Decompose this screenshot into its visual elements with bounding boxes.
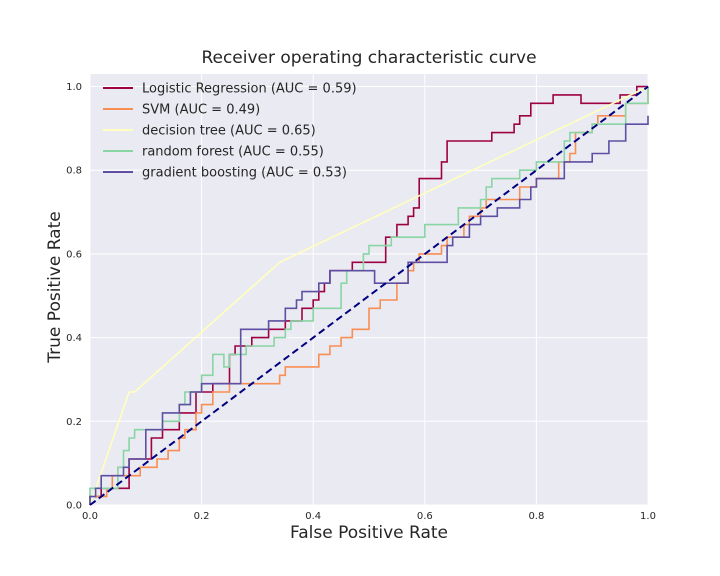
x-tick-label: 0.0 [82, 511, 98, 522]
decision-tree-line [89, 85, 649, 506]
legend: Logistic Regression (AUC = 0.59) SVM (AUC… [103, 82, 357, 181]
diagonal-reference-line [89, 85, 649, 506]
tick-labels: 0.0 0.2 0.4 0.6 0.8 1.0 0.0 0.2 0.4 0.6 0.8 1.0 [66, 82, 656, 522]
grid-lines [89, 74, 649, 506]
y-tick-label: 0.8 [66, 166, 82, 177]
legend-label: gradient boosting (AUC = 0.53) [142, 166, 347, 181]
y-axis-label: True Positive Rate [45, 211, 65, 363]
legend-label: Logistic Regression (AUC = 0.59) [142, 82, 357, 97]
x-axis-label: False Positive Rate [290, 523, 448, 543]
y-tick-label: 0.4 [66, 333, 82, 344]
x-tick-label: 1.0 [640, 511, 656, 522]
legend-label: decision tree (AUC = 0.65) [142, 124, 316, 139]
series-lines [89, 85, 649, 506]
y-tick-label: 1.0 [66, 82, 82, 93]
y-tick-label: 0.0 [66, 501, 82, 512]
legend-item: decision tree (AUC = 0.65) [103, 124, 316, 139]
svm-line [89, 86, 649, 505]
legend-item: random forest (AUC = 0.55) [103, 145, 324, 160]
chart-title: Receiver operating characteristic curve [201, 48, 536, 68]
y-tick-label: 0.2 [66, 417, 82, 428]
random-forest-line [89, 86, 649, 505]
y-tick-label: 0.6 [66, 249, 82, 260]
plot-background [90, 74, 648, 505]
x-tick-label: 0.2 [194, 511, 210, 522]
legend-label: random forest (AUC = 0.55) [142, 145, 324, 160]
gradient-boosting-line [89, 115, 649, 505]
x-tick-label: 0.6 [417, 511, 433, 522]
legend-item: Logistic Regression (AUC = 0.59) [103, 82, 357, 97]
legend-label: SVM (AUC = 0.49) [142, 103, 260, 118]
legend-item: gradient boosting (AUC = 0.53) [103, 166, 347, 181]
x-tick-label: 0.4 [305, 511, 321, 522]
x-tick-label: 0.8 [528, 511, 544, 522]
legend-item: SVM (AUC = 0.49) [103, 103, 260, 118]
